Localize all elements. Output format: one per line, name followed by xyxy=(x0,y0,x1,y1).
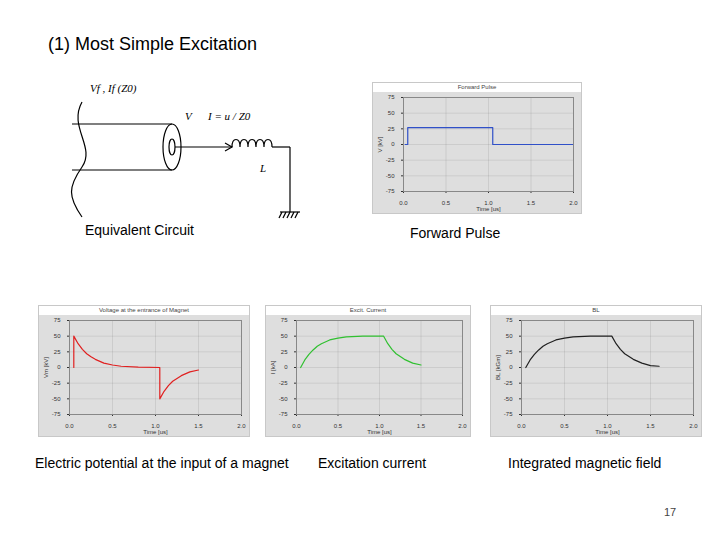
svg-text:1.5: 1.5 xyxy=(527,200,536,206)
svg-text:75: 75 xyxy=(281,317,288,323)
svg-text:I [kA]: I [kA] xyxy=(270,360,276,374)
svg-text:0: 0 xyxy=(391,141,395,147)
svg-text:Vf , If (Z0): Vf , If (Z0) xyxy=(90,82,137,95)
svg-text:25: 25 xyxy=(281,349,288,355)
svg-text:L: L xyxy=(259,162,266,174)
svg-text:-75: -75 xyxy=(386,188,395,194)
svg-text:75: 75 xyxy=(54,317,61,323)
html-text:Electric potential at the inpu: Electric potential at the input of a mag… xyxy=(35,455,289,471)
svg-text:2.0: 2.0 xyxy=(689,423,698,429)
svg-text:-25: -25 xyxy=(52,380,61,386)
svg-text:-50: -50 xyxy=(504,396,513,402)
html-text:17: 17 xyxy=(664,506,677,518)
svg-text:0: 0 xyxy=(284,364,288,370)
html-text:Integrated magnetic field: Integrated magnetic field xyxy=(508,455,662,471)
svg-text:75: 75 xyxy=(506,317,513,323)
svg-text:0.5: 0.5 xyxy=(560,423,569,429)
svg-text:1.5: 1.5 xyxy=(646,423,655,429)
svg-text:25: 25 xyxy=(388,126,395,132)
svg-text:-75: -75 xyxy=(52,411,61,417)
svg-text:0.0: 0.0 xyxy=(399,200,408,206)
svg-text:-75: -75 xyxy=(504,411,513,417)
html-text:(1) Most Simple Excitation: (1) Most Simple Excitation xyxy=(48,34,258,54)
svg-text:-25: -25 xyxy=(279,380,288,386)
svg-text:2.0: 2.0 xyxy=(458,423,467,429)
svg-text:50: 50 xyxy=(388,110,395,116)
svg-text:0.5: 0.5 xyxy=(334,423,343,429)
svg-text:1.5: 1.5 xyxy=(417,423,426,429)
svg-text:2.0: 2.0 xyxy=(569,200,578,206)
html-text:Excitation current: Excitation current xyxy=(318,455,427,471)
svg-text:0: 0 xyxy=(57,364,61,370)
svg-text:BL [kGm]: BL [kGm] xyxy=(495,355,501,380)
svg-text:0.0: 0.0 xyxy=(292,423,301,429)
svg-text:0.5: 0.5 xyxy=(108,423,117,429)
svg-text:2.0: 2.0 xyxy=(237,423,246,429)
svg-text:0.0: 0.0 xyxy=(65,423,74,429)
svg-text:50: 50 xyxy=(281,333,288,339)
svg-text:Time [us]: Time [us] xyxy=(595,429,620,435)
svg-text:-75: -75 xyxy=(279,411,288,417)
svg-text:Time [us]: Time [us] xyxy=(476,206,501,212)
svg-text:Time [us]: Time [us] xyxy=(143,429,168,435)
svg-text:1.5: 1.5 xyxy=(194,423,203,429)
svg-text:50: 50 xyxy=(506,333,513,339)
svg-text:V: V xyxy=(185,110,193,122)
html-text:Forward Pulse: Forward Pulse xyxy=(457,84,497,90)
svg-text:75: 75 xyxy=(388,94,395,100)
svg-text:1.0: 1.0 xyxy=(603,422,612,429)
svg-text:V [kV]: V [kV] xyxy=(377,136,383,152)
svg-text:-50: -50 xyxy=(279,396,288,402)
svg-text:1.0: 1.0 xyxy=(484,199,493,206)
svg-text:Vm [kV]: Vm [kV] xyxy=(43,357,49,378)
html-text:BL: BL xyxy=(592,307,600,313)
html-text:Forward Pulse: Forward Pulse xyxy=(410,225,501,241)
svg-text:25: 25 xyxy=(506,349,513,355)
svg-text:-50: -50 xyxy=(52,396,61,402)
svg-text:I = u / Z0: I = u / Z0 xyxy=(207,110,251,122)
svg-text:Time [us]: Time [us] xyxy=(367,429,392,435)
html-text:Equivalent Circuit: Equivalent Circuit xyxy=(85,222,194,238)
svg-text:0.5: 0.5 xyxy=(442,200,451,206)
svg-text:-25: -25 xyxy=(386,157,395,163)
html-text:Excit. Current: Excit. Current xyxy=(349,307,387,313)
svg-text:25: 25 xyxy=(54,349,61,355)
svg-text:1.0: 1.0 xyxy=(151,422,160,429)
svg-text:50: 50 xyxy=(54,333,61,339)
svg-text:0.0: 0.0 xyxy=(517,423,526,429)
svg-text:0: 0 xyxy=(509,364,513,370)
html-text:Voltage at the entrance of Mag: Voltage at the entrance of Magnet xyxy=(99,307,189,313)
svg-text:-25: -25 xyxy=(504,380,513,386)
svg-text:1.0: 1.0 xyxy=(375,422,384,429)
svg-text:-50: -50 xyxy=(386,173,395,179)
